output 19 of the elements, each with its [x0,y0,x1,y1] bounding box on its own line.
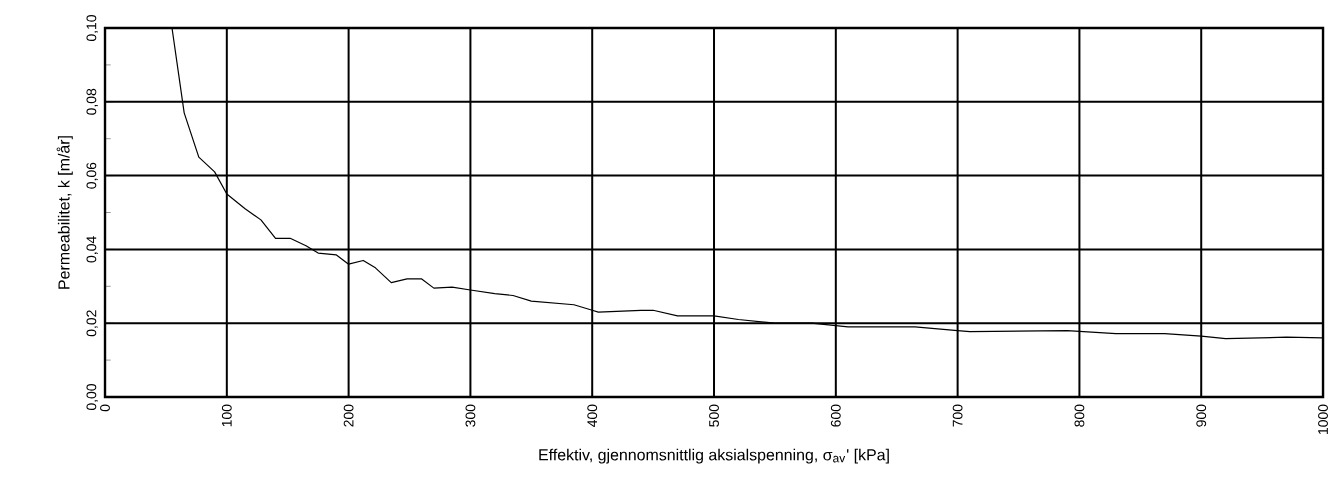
x-tick-label: 100 [221,404,232,427]
x-tick-label: 200 [343,404,354,427]
y-tick-label: 0,06 [86,162,98,189]
y-tick-label: 0,10 [86,14,98,42]
x-tick-label: 500 [709,404,719,427]
x-tick-label: 600 [830,404,841,427]
x-tick-label: 900 [1196,404,1207,427]
y-tick-label: 0,08 [86,88,98,115]
y-tick-label: 0,00 [86,383,98,411]
y-axis-title: Permeabilitet, k [m/år] [56,136,73,289]
x-tick-label: 1000 [1318,404,1328,435]
y-tick-label: 0,04 [86,236,98,263]
x-tick-label: 400 [587,404,598,427]
x-tick-label: 800 [1074,404,1085,427]
x-tick-label: 700 [952,404,963,427]
x-tick-label: 0 [100,404,110,412]
x-tick-label: 300 [465,404,476,427]
y-tick-label: 0,02 [86,310,98,337]
x-axis-title: Effektiv, gjennomsnittlig aksialspenning, σ$_{av}$' [kPa] [539,448,889,464]
